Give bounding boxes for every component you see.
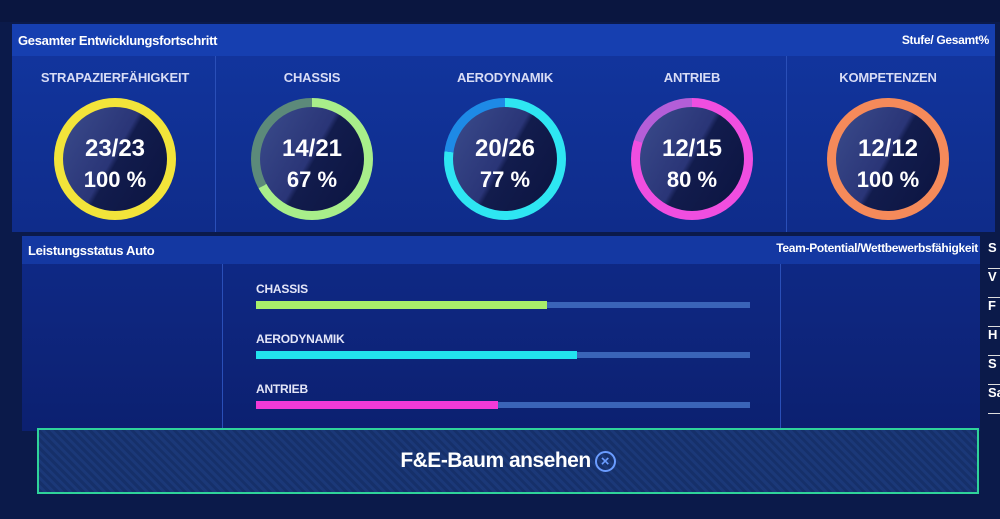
- bar-fill: [256, 401, 499, 409]
- edge-menu: SVFHSSa: [988, 240, 1000, 414]
- panel-title: Gesamter Entwicklungsfortschritt: [18, 33, 218, 48]
- performance-bar-antrieb: ANTRIEB: [256, 382, 750, 409]
- progress-ring: 14/21 67 %: [251, 98, 373, 220]
- bar-track: [256, 351, 750, 359]
- edge-menu-item[interactable]: Sa: [988, 385, 1000, 414]
- progress-ring: 12/15 80 %: [631, 98, 753, 220]
- bar-track: [256, 401, 750, 409]
- ring-center: 12/12 100 %: [836, 107, 940, 211]
- category-strapazierfähigkeit: STRAPAZIERFÄHIGKEIT 23/23 100 %: [17, 56, 213, 232]
- percent-value: 100 %: [83, 167, 147, 192]
- category-label: STRAPAZIERFÄHIGKEIT: [40, 70, 190, 85]
- category-label: ANTRIEB: [663, 70, 721, 85]
- category-kompetenzen: KOMPETENZEN 12/12 100 %: [790, 56, 986, 232]
- category-antrieb: ANTRIEB 12/15 80 %: [594, 56, 790, 232]
- edge-menu-item[interactable]: F: [988, 298, 1000, 327]
- edge-menu-item[interactable]: S: [988, 356, 1000, 385]
- category-aerodynamik: AERODYNAMIK 20/26 77 %: [407, 56, 603, 232]
- progress-ring: 20/26 77 %: [444, 98, 566, 220]
- edge-menu-item[interactable]: H: [988, 327, 1000, 356]
- button-label: F&E-Baum ansehen: [400, 449, 591, 472]
- divider: [786, 56, 787, 232]
- performance-bar-chassis: CHASSIS: [256, 282, 750, 309]
- panel-header: Leistungsstatus Auto Team-Potential/Wett…: [22, 236, 980, 264]
- category-label: AERODYNAMIK: [456, 70, 554, 85]
- development-progress-panel: Gesamter Entwicklungsfortschritt Stufe/ …: [12, 24, 995, 232]
- percent-value: 80 %: [666, 167, 718, 192]
- progress-ring: 23/23 100 %: [54, 98, 176, 220]
- level-value: 23/23: [84, 135, 146, 162]
- performance-bar-aerodynamik: AERODYNAMIK: [256, 332, 750, 359]
- panel-header: Gesamter Entwicklungsfortschritt Stufe/ …: [12, 24, 995, 56]
- category-label: KOMPETENZEN: [839, 70, 937, 85]
- level-value: 12/12: [857, 135, 919, 162]
- bar-track: [256, 301, 750, 309]
- category-label: CHASSIS: [283, 70, 341, 85]
- divider: [215, 56, 216, 232]
- cross-button-icon: ×: [594, 450, 616, 472]
- bar-label: CHASSIS: [256, 282, 308, 296]
- bar-label: AERODYNAMIK: [256, 332, 345, 346]
- level-value: 14/21: [281, 135, 343, 162]
- edge-menu-item[interactable]: S: [988, 240, 1000, 269]
- car-performance-panel: Leistungsstatus Auto Team-Potential/Wett…: [22, 236, 980, 431]
- ring-center: 20/26 77 %: [453, 107, 557, 211]
- bar-fill: [256, 351, 578, 359]
- panel-right-label: Stufe/ Gesamt%: [901, 33, 989, 47]
- progress-ring: 12/12 100 %: [827, 98, 949, 220]
- edge-menu-item[interactable]: V: [988, 269, 1000, 298]
- category-chassis: CHASSIS 14/21 67 %: [214, 56, 410, 232]
- panel-title: Leistungsstatus Auto: [28, 243, 155, 258]
- ring-center: 14/21 67 %: [260, 107, 364, 211]
- ring-center: 12/15 80 %: [640, 107, 744, 211]
- view-rd-tree-button[interactable]: F&E-Baum ansehen ×: [37, 428, 979, 494]
- divider: [780, 264, 781, 431]
- divider: [222, 264, 223, 431]
- ring-center: 23/23 100 %: [63, 107, 167, 211]
- bar-fill: [256, 301, 548, 309]
- panel-right-label: Team-Potential/Wettbewerbsfähigkeit: [776, 241, 978, 255]
- level-value: 12/15: [661, 135, 723, 162]
- level-value: 20/26: [474, 135, 536, 162]
- background: [0, 0, 1000, 22]
- bar-label: ANTRIEB: [256, 382, 308, 396]
- percent-value: 100 %: [856, 167, 920, 192]
- percent-value: 67 %: [286, 167, 338, 192]
- percent-value: 77 %: [479, 167, 531, 192]
